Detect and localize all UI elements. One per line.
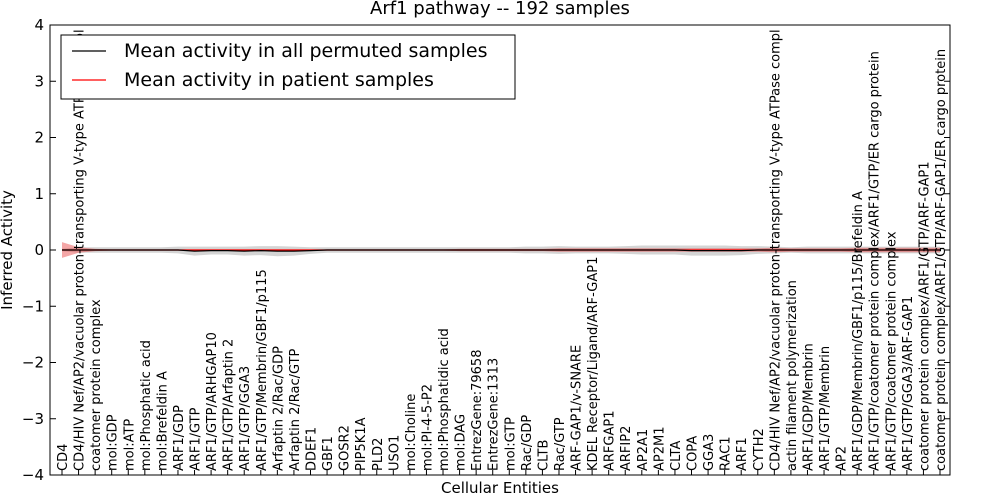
y-tick-label: 4 xyxy=(34,16,44,34)
x-tick-label: CD4/HIV Nef/AP2/vacuolar proton-transpor… xyxy=(768,29,783,471)
chart-title: Arf1 pathway -- 192 samples xyxy=(370,0,630,19)
x-tick-label: ARF1/GTP/Arfaptin 2 xyxy=(222,339,237,471)
x-tick-label: ARF1/GDP/Membrin/GBF1/p115/Brefeldin A xyxy=(851,191,866,471)
legend-box xyxy=(60,34,516,100)
y-tick-label: −4 xyxy=(22,466,44,484)
x-tick-label: ARF1 xyxy=(735,437,750,471)
legend-label-permuted: Mean activity in all permuted samples xyxy=(124,40,487,62)
x-tick-label: ARF1/GDP xyxy=(172,405,187,471)
y-tick-label: −3 xyxy=(22,410,44,428)
x-tick-label: AP2M1 xyxy=(652,427,667,472)
x-tick-label: mol:GDP xyxy=(106,414,121,471)
x-tick-label: ARF1/GTP/ARHGAP10 xyxy=(205,332,220,471)
plot-area xyxy=(62,242,940,258)
y-tick-label: 1 xyxy=(34,185,44,203)
x-tick-label: ARF1/GTP xyxy=(189,407,204,471)
x-tick-label: CD4 xyxy=(56,444,71,471)
x-tick-label: EntrezGene:1313 xyxy=(487,358,502,471)
x-tick-label: mol:PI-4-5-P2 xyxy=(421,384,436,471)
axis-ticks: 4 3 2 1 0 −1 −2 −3 −4 xyxy=(22,16,950,484)
x-tick-label: coatomer protein complex/ARF1/GTP/ARF-GA… xyxy=(917,161,932,471)
x-tick-label: RAC1 xyxy=(719,436,734,471)
x-tick-label: KDEL Receptor/Ligand/ARF-GAP1 xyxy=(586,257,601,471)
x-tick-label: mol:Brefeldin A xyxy=(155,371,170,471)
x-tick-label: mol:ATP xyxy=(122,419,137,471)
x-tick-label: CD4/HIV Nef/AP2/vacuolar proton-transpor… xyxy=(73,29,88,471)
x-tick-label: AP2A1 xyxy=(636,429,651,471)
x-tick-label: coatomer protein complex/ARF1/GTP/ARF-GA… xyxy=(934,49,949,471)
x-tick-label: mol:Phosphatidic acid xyxy=(437,328,452,471)
x-tick-label: COPA xyxy=(686,436,701,471)
x-tick-label: USO1 xyxy=(387,435,402,471)
x-tick-label: ARF1/GDP/Membrin xyxy=(802,343,817,471)
x-tick-label: mol:Phosphatic acid xyxy=(139,340,154,471)
y-tick-label: 2 xyxy=(34,129,44,147)
x-tick-label: mol:Choline xyxy=(404,394,419,471)
y-axis-label: Inferred Activity xyxy=(0,190,16,310)
permuted-band xyxy=(62,245,940,257)
x-axis-label: Cellular Entities xyxy=(441,479,559,497)
x-tick-label: Arfaptin 2/Rac/GDP xyxy=(271,346,286,471)
x-tick-label: mol:DAG xyxy=(454,414,469,471)
x-tick-labels: CD4 CD4/HIV Nef/AP2/vacuolar proton-trans… xyxy=(56,29,949,471)
x-tick-label: actin filament polymerization xyxy=(785,280,800,471)
y-tick-label: −1 xyxy=(22,297,44,315)
legend: Mean activity in all permuted samples Me… xyxy=(60,34,516,100)
x-tick-label: Rac/GTP xyxy=(553,417,568,471)
x-tick-label: ARF1/GTP/Membrin xyxy=(818,346,833,471)
x-tick-label: Arfaptin 2/Rac/GTP xyxy=(288,348,303,471)
x-tick-label: ARFGAP1 xyxy=(603,411,618,471)
x-tick-label: ARFIP2 xyxy=(619,426,634,471)
x-tick-label: EntrezGene:79658 xyxy=(470,350,485,471)
x-tick-label: PLD2 xyxy=(371,438,386,471)
x-tick-label: CLTB xyxy=(536,440,551,471)
x-tick-label: ARF1/GTP/GGA3/ARF-GAP1 xyxy=(901,296,916,471)
permuted-mean-line xyxy=(62,249,940,252)
x-tick-label: ARF-GAP1/v-SNARE xyxy=(570,345,585,471)
x-tick-label: CLTA xyxy=(669,441,684,471)
x-tick-label: DDEF1 xyxy=(305,427,320,471)
y-tick-label: 0 xyxy=(34,241,44,259)
x-tick-label: ARF1/GTP/coatomer protein complex xyxy=(884,231,899,471)
x-tick-label: PIP5K1A xyxy=(354,417,369,471)
y-tick-label: 3 xyxy=(34,72,44,90)
x-tick-label: mol:GTP xyxy=(503,417,518,471)
x-tick-label: ARF1/GTP/coatomer protein complex/ARF1/G… xyxy=(868,51,883,471)
y-tick-label: −2 xyxy=(22,354,44,372)
x-tick-label: CYTH2 xyxy=(752,428,767,471)
x-tick-label: AP2 xyxy=(835,446,850,471)
x-tick-label: coatomer protein complex xyxy=(89,299,104,471)
x-tick-label: ARF1/GTP/GGA3 xyxy=(238,366,253,471)
x-tick-label: GOSR2 xyxy=(338,425,353,471)
x-tick-label: GBF1 xyxy=(321,436,336,471)
x-tick-label: ARF1/GTP/Membrin/GBF1/p115 xyxy=(255,269,270,471)
x-tick-label: GGA3 xyxy=(702,434,717,471)
x-tick-label: Rac/GDP xyxy=(520,415,535,471)
legend-label-patient: Mean activity in patient samples xyxy=(124,69,434,91)
